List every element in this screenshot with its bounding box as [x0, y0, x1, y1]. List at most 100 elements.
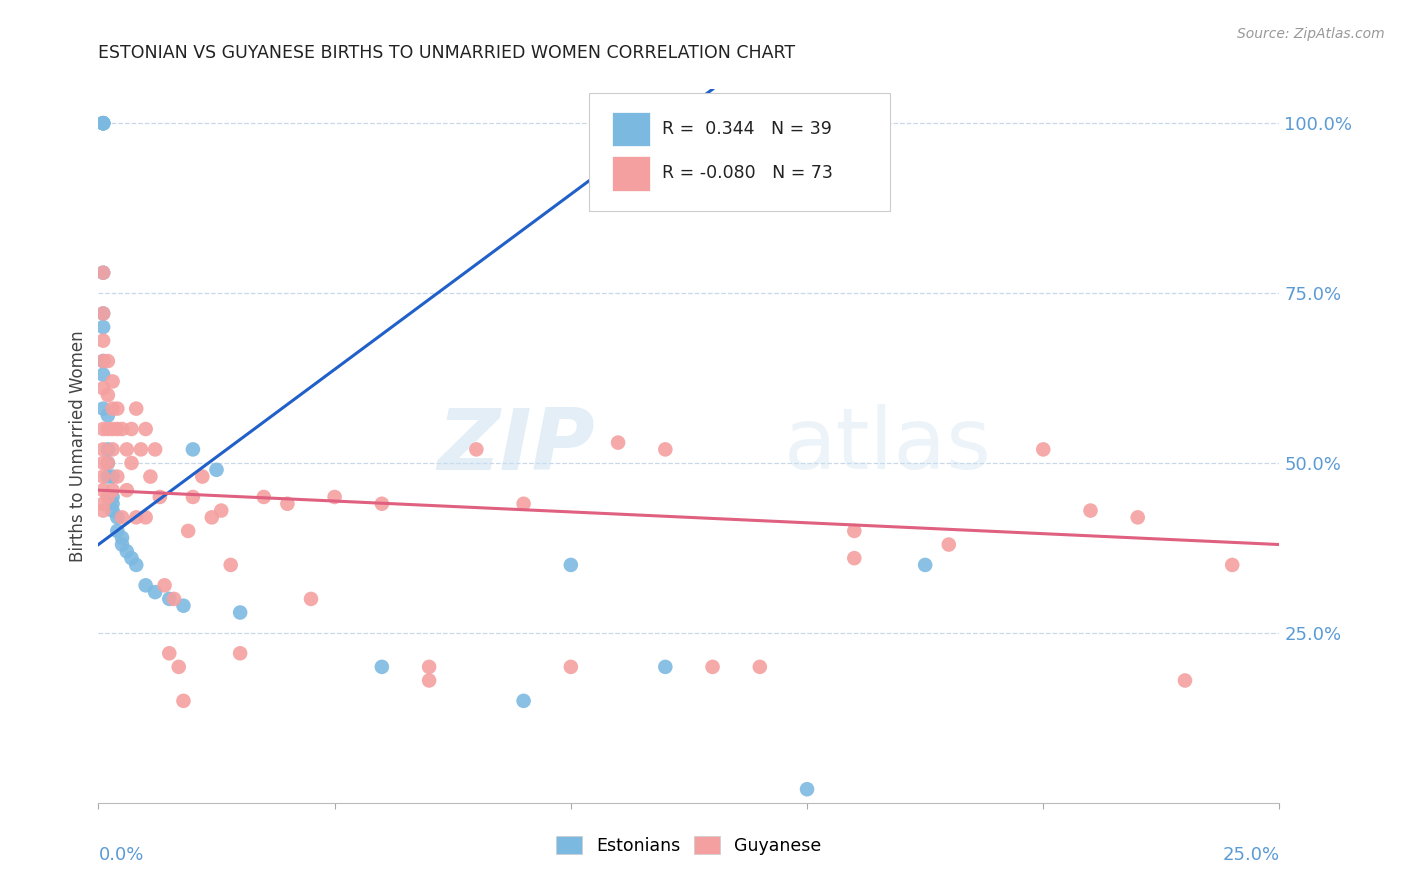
Point — [91, 306, 114, 320]
Point — [121, 456, 143, 470]
Point — [299, 591, 322, 606]
Point — [91, 320, 114, 334]
Point — [191, 469, 214, 483]
Point — [91, 469, 114, 483]
Point — [91, 503, 114, 517]
Point — [101, 503, 124, 517]
Point — [418, 660, 440, 674]
Point — [371, 660, 394, 674]
Point — [1220, 558, 1243, 572]
Point — [97, 456, 120, 470]
Point — [276, 497, 298, 511]
Point — [91, 334, 114, 348]
Point — [105, 524, 128, 538]
Point — [125, 510, 148, 524]
Point — [157, 646, 180, 660]
Text: 25.0%: 25.0% — [1222, 846, 1279, 863]
Point — [201, 510, 224, 524]
Point — [101, 497, 124, 511]
Point — [91, 266, 114, 280]
Point — [1080, 503, 1102, 517]
Point — [101, 375, 124, 389]
Point — [91, 306, 114, 320]
Point — [125, 401, 148, 416]
Point — [91, 483, 114, 498]
Point — [654, 660, 676, 674]
Point — [125, 558, 148, 572]
Text: 0.0%: 0.0% — [98, 846, 143, 863]
Point — [129, 442, 152, 457]
Point — [323, 490, 346, 504]
Point — [101, 490, 124, 504]
Point — [91, 368, 114, 382]
Point — [796, 782, 818, 797]
Point — [229, 606, 252, 620]
Point — [167, 660, 190, 674]
Point — [97, 490, 120, 504]
Y-axis label: Births to Unmarried Women: Births to Unmarried Women — [69, 330, 87, 562]
Point — [115, 442, 138, 457]
Point — [181, 490, 204, 504]
Point — [229, 646, 252, 660]
Point — [654, 442, 676, 457]
Point — [101, 469, 124, 483]
Point — [91, 456, 114, 470]
Point — [1032, 442, 1054, 457]
Point — [101, 401, 124, 416]
Point — [163, 591, 186, 606]
Point — [121, 551, 143, 566]
Point — [1126, 510, 1149, 524]
Point — [105, 422, 128, 436]
Point — [607, 435, 630, 450]
Point — [111, 422, 134, 436]
Point — [172, 694, 194, 708]
Point — [149, 490, 172, 504]
Point — [702, 660, 724, 674]
FancyBboxPatch shape — [589, 93, 890, 211]
Point — [748, 660, 770, 674]
Point — [938, 537, 960, 551]
Point — [105, 401, 128, 416]
Text: ZIP: ZIP — [437, 404, 595, 488]
Point — [135, 578, 157, 592]
Point — [91, 401, 114, 416]
Point — [111, 537, 134, 551]
Point — [153, 578, 176, 592]
Point — [253, 490, 276, 504]
Point — [209, 503, 232, 517]
Point — [115, 483, 138, 498]
Point — [172, 599, 194, 613]
Point — [111, 510, 134, 524]
Point — [101, 483, 124, 498]
Point — [157, 591, 180, 606]
Point — [371, 497, 394, 511]
Legend: Estonians, Guyanese: Estonians, Guyanese — [550, 830, 828, 862]
Point — [205, 463, 228, 477]
Point — [91, 116, 114, 130]
Point — [91, 442, 114, 457]
Point — [97, 409, 120, 423]
Point — [135, 510, 157, 524]
Point — [91, 116, 114, 130]
Point — [91, 422, 114, 436]
Point — [91, 354, 114, 368]
Point — [177, 524, 200, 538]
Point — [135, 422, 157, 436]
Point — [1174, 673, 1197, 688]
Text: Source: ZipAtlas.com: Source: ZipAtlas.com — [1237, 27, 1385, 41]
Point — [91, 266, 114, 280]
Bar — [612, 112, 650, 146]
Text: R =  0.344   N = 39: R = 0.344 N = 39 — [662, 120, 832, 138]
Point — [143, 442, 166, 457]
Point — [91, 116, 114, 130]
Point — [97, 422, 120, 436]
Point — [115, 544, 138, 558]
Point — [560, 660, 582, 674]
Point — [97, 388, 120, 402]
Text: R = -0.080   N = 73: R = -0.080 N = 73 — [662, 164, 832, 182]
Point — [143, 585, 166, 599]
Point — [111, 531, 134, 545]
Text: atlas: atlas — [783, 404, 991, 488]
Point — [91, 354, 114, 368]
Point — [139, 469, 162, 483]
